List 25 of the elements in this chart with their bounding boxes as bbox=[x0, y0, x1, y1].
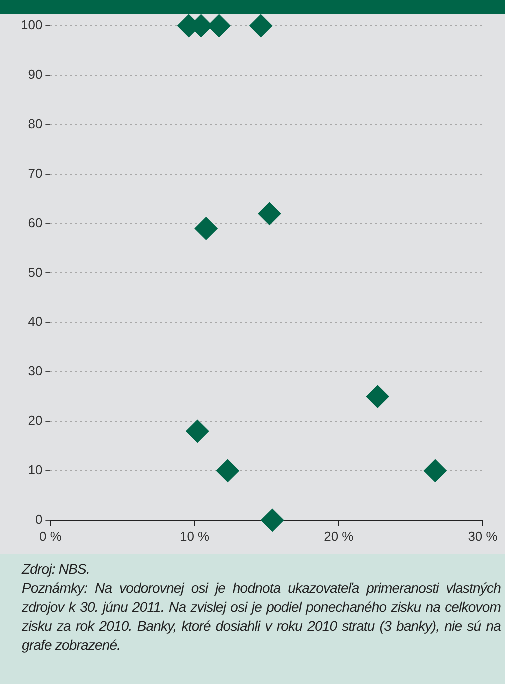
x-tick-label: 0 % bbox=[39, 528, 62, 544]
y-tick-label: 40 bbox=[28, 314, 43, 330]
x-tick-label: 10 % bbox=[180, 528, 210, 544]
x-tick-label: 30 % bbox=[468, 528, 498, 544]
text: Poznámky: Na vodorovnej osi je hodnota ukazovateľa primeranosti vlastných zdrojov k 30. júnu 2011. Na zvislej osi je podiel ponechaného zisku na celkovom zisku za rok 2010. Banky, ktoré dosiahli v roku 2010 stratu (3 banky), nie sú na grafe zobrazené. bbox=[22, 579, 501, 655]
text: Zdroj: NBS. bbox=[22, 560, 91, 579]
y-tick-label: 10 bbox=[28, 462, 43, 478]
point bbox=[261, 508, 284, 532]
y-tick-label: 90 bbox=[28, 67, 43, 82]
y-tick-label: 50 bbox=[28, 264, 43, 280]
point bbox=[186, 420, 210, 443]
point bbox=[250, 14, 273, 38]
y-tick-label: 100 bbox=[20, 18, 43, 33]
point bbox=[216, 459, 240, 482]
y-tick-label: 60 bbox=[28, 215, 43, 230]
y-tick-label: 70 bbox=[28, 166, 43, 181]
y-tick-label: 20 bbox=[28, 413, 43, 428]
y-tick-label: 0 bbox=[35, 512, 43, 527]
point bbox=[194, 217, 218, 240]
x-tick-label: 20 % bbox=[324, 528, 354, 544]
y-tick-label: 30 bbox=[28, 364, 43, 379]
point bbox=[366, 385, 390, 408]
point bbox=[258, 202, 282, 226]
point bbox=[424, 459, 447, 482]
y-tick-label: 80 bbox=[28, 116, 43, 132]
